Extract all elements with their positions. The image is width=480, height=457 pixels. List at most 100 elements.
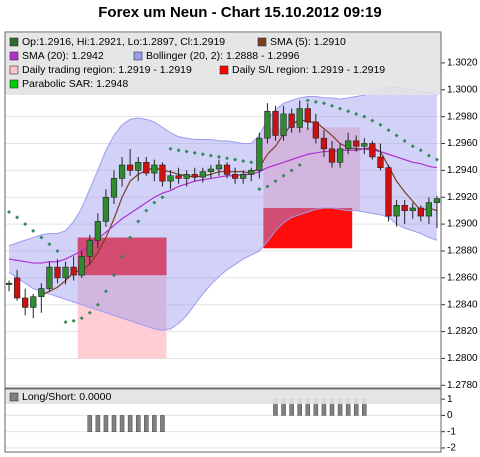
y-tick-label: 1.2820: [447, 326, 478, 337]
legend-swatch: [9, 65, 19, 75]
candle-body: [336, 148, 344, 163]
sar-dot: [394, 133, 399, 138]
sar-dot: [216, 154, 221, 159]
sar-dot: [265, 184, 270, 189]
candle-body: [312, 121, 319, 139]
y-tick-label: 1.2960: [447, 138, 478, 149]
y-tick-label: 1.2840: [447, 299, 478, 310]
y-tick-label: 1.2980: [447, 111, 478, 122]
sar-dot: [225, 156, 230, 161]
y-tick-label: 1.3020: [447, 58, 478, 69]
sar-dot: [184, 149, 189, 154]
candle-body: [256, 137, 263, 171]
candle-body: [207, 168, 215, 173]
y-tick-label: 1.2780: [447, 380, 478, 391]
sar-dot: [297, 162, 302, 167]
sar-dot: [160, 195, 165, 200]
candle-body: [78, 256, 85, 276]
candle-body: [102, 196, 110, 222]
candle-body: [304, 108, 311, 123]
bar: [135, 415, 141, 432]
sar-dot: [200, 152, 205, 157]
sar-dot: [249, 160, 254, 165]
sar-dot: [321, 101, 326, 106]
sar-dot: [233, 157, 238, 162]
candle-body: [199, 171, 206, 178]
candle-body: [385, 167, 392, 217]
sar-dot: [168, 146, 173, 151]
sar-dot: [378, 122, 383, 127]
candle-body: [353, 140, 360, 147]
bar: [152, 415, 157, 432]
bar: [160, 415, 165, 432]
sar-dot: [257, 187, 262, 192]
candle-body: [401, 204, 408, 211]
sar-dot: [346, 109, 351, 114]
candle-body: [280, 113, 287, 136]
candle-body: [369, 143, 376, 158]
sar-dot: [434, 157, 439, 162]
candle-body: [425, 202, 433, 217]
candle-body: [361, 143, 368, 147]
candle-body: [30, 296, 37, 308]
sar-dot: [273, 179, 278, 184]
candle-body: [320, 137, 328, 150]
candle-body: [296, 108, 303, 128]
candle-body: [345, 140, 352, 150]
sar-dot: [152, 200, 157, 205]
sar-dot: [103, 289, 108, 294]
candle-body: [328, 148, 336, 163]
sar-dot: [95, 302, 100, 307]
y-tick-label: 1.2900: [447, 219, 478, 230]
sar-dot: [7, 210, 12, 215]
candle-body: [231, 174, 239, 179]
y-tick-label: 1.2860: [447, 272, 478, 283]
sar-dot: [354, 111, 359, 116]
legend-swatch: [9, 51, 19, 61]
candle-body: [46, 266, 53, 289]
candle-body: [240, 174, 247, 179]
legend-box: [5, 33, 441, 95]
legend-label: SMA (5): 1.2910: [270, 36, 346, 48]
candle-body: [86, 239, 93, 257]
candle-body: [94, 221, 101, 241]
bar: [87, 415, 93, 432]
bar: [103, 415, 109, 432]
legend-label: SMA (20): 1.2942: [22, 50, 104, 62]
sar-dot: [418, 148, 423, 153]
legend-label: Parabolic SAR: 1.2948: [22, 78, 128, 90]
y-tick-label: 1.2920: [447, 192, 478, 203]
candle-body: [288, 113, 295, 128]
y-tick-label: 1.2880: [447, 246, 478, 257]
y-tick-label: 1.2940: [447, 165, 478, 176]
sar-dot: [39, 235, 44, 240]
sar-dot: [63, 320, 68, 325]
legend-swatch: [219, 65, 229, 75]
sar-dot: [305, 98, 310, 103]
candle-body: [183, 174, 190, 179]
region-box: [263, 127, 361, 211]
candle-body: [159, 164, 166, 182]
candle-body: [135, 162, 142, 171]
sar-dot: [87, 310, 92, 315]
sar-dot: [426, 153, 431, 158]
band-lower: [8, 207, 438, 331]
sar-dot: [128, 235, 133, 240]
plot-frame: [4, 31, 442, 389]
candle-body: [110, 178, 118, 198]
candle-body: [223, 164, 231, 175]
legend-box: [5, 390, 441, 404]
candle-body: [13, 277, 21, 299]
sar-dot: [55, 248, 60, 253]
candle-body: [215, 164, 223, 170]
legend-swatch: [9, 79, 19, 89]
sar-dot: [362, 114, 367, 119]
sar-dot: [410, 144, 415, 149]
y-tick-label: 1.3000: [447, 84, 478, 95]
sar-dot: [208, 153, 213, 158]
sar-dot: [330, 103, 334, 108]
legend-swatch: [9, 392, 19, 402]
sar-dot: [31, 228, 36, 233]
y-tick-label: 1.2800: [447, 353, 478, 364]
candle-body: [417, 207, 424, 217]
